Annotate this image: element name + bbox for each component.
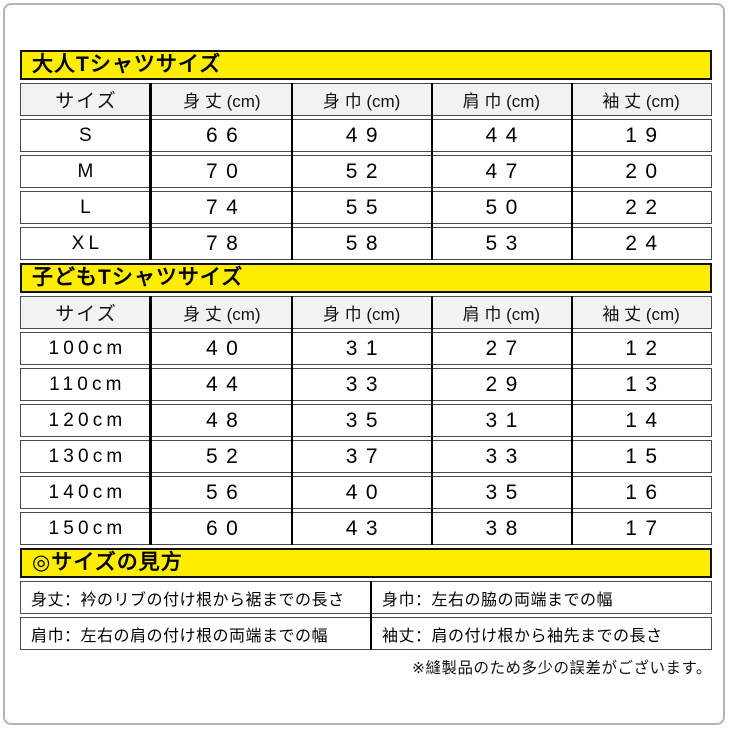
value-cell: 20: [625, 159, 666, 183]
value-cell: 66: [205, 123, 247, 147]
value-cell: 38: [485, 516, 526, 540]
column-header: サイズ: [55, 304, 118, 325]
adult-section-title: 大人Tシャツサイズ: [20, 50, 712, 80]
kids-section-title: 子どもTシャツサイズ: [20, 263, 712, 293]
table-row: L 74 55 50 22: [20, 191, 712, 224]
value-cell: 22: [625, 195, 666, 219]
value-cell: 52: [345, 159, 386, 183]
table-header-row: サイズ 身 丈 (cm) 身 巾 (cm) 肩 巾 (cm) 袖 丈 (cm): [20, 83, 712, 116]
column-header: 身 巾 (cm): [322, 92, 401, 111]
legend-separator-line: [370, 581, 372, 650]
size-cell: 110cm: [49, 373, 126, 395]
value-cell: 13: [625, 372, 666, 396]
value-cell: 19: [625, 123, 666, 147]
table-row: M 70 52 47 20: [20, 155, 712, 188]
table-row: 120cm 48 35 31 14: [20, 404, 712, 437]
column-separator-line: [149, 83, 152, 260]
value-cell: 33: [345, 372, 386, 396]
size-cell: S: [79, 124, 96, 146]
legend-section-title: ◎サイズの見方: [20, 548, 712, 578]
legend-row: 身丈：衿のリブの付け根から裾までの長さ 身巾：左右の脇の両端までの幅: [20, 581, 712, 614]
adult-size-table: サイズ 身 丈 (cm) 身 巾 (cm) 肩 巾 (cm) 袖 丈 (cm) S 66 49…: [20, 83, 712, 260]
legend-definition: 身巾：左右の脇の両端までの幅: [382, 591, 614, 609]
size-cell: 130cm: [48, 445, 127, 467]
value-cell: 47: [485, 159, 526, 183]
value-cell: 14: [625, 408, 666, 432]
size-cell: XL: [71, 232, 104, 254]
size-cell: 150cm: [48, 517, 127, 539]
value-cell: 37: [345, 444, 386, 468]
value-cell: 44: [205, 372, 247, 396]
column-header: 身 巾 (cm): [322, 305, 401, 324]
value-cell: 70: [205, 159, 247, 183]
column-header: 肩 巾 (cm): [462, 305, 541, 324]
value-cell: 43: [345, 516, 386, 540]
size-cell: L: [80, 196, 95, 218]
legend-row: 肩巾：左右の肩の付け根の両端までの幅 袖丈：肩の付け根から袖先までの長さ: [20, 617, 712, 650]
value-cell: 49: [345, 123, 386, 147]
value-cell: 35: [485, 480, 526, 504]
column-separator-line: [571, 296, 573, 545]
value-cell: 60: [205, 516, 247, 540]
value-cell: 31: [485, 408, 526, 432]
value-cell: 17: [625, 516, 666, 540]
table-row: S 66 49 44 19: [20, 119, 712, 152]
table-row: 100cm 40 31 27 12: [20, 332, 712, 365]
column-header: サイズ: [55, 91, 118, 112]
value-cell: 27: [485, 336, 526, 360]
value-cell: 33: [485, 444, 526, 468]
value-cell: 31: [345, 336, 386, 360]
value-cell: 52: [205, 444, 247, 468]
value-cell: 29: [485, 372, 526, 396]
column-header: 袖 丈 (cm): [602, 92, 680, 111]
value-cell: 56: [205, 480, 247, 504]
value-cell: 12: [625, 336, 666, 360]
column-separator-line: [431, 296, 433, 545]
legend-definition: 肩巾：左右の肩の付け根の両端までの幅: [31, 627, 329, 645]
disclaimer-note: ※縫製品のため多少の誤差がございます。: [412, 660, 712, 677]
table-row: 130cm 52 37 33 15: [20, 440, 712, 473]
value-cell: 35: [345, 408, 386, 432]
legend-table: 身丈：衿のリブの付け根から裾までの長さ 身巾：左右の脇の両端までの幅肩巾：左右の肩…: [20, 581, 712, 650]
column-separator-line: [431, 83, 433, 260]
value-cell: 40: [345, 480, 386, 504]
value-cell: 48: [205, 408, 247, 432]
value-cell: 78: [205, 231, 247, 255]
value-cell: 50: [485, 195, 526, 219]
legend-definition: 袖丈：肩の付け根から袖先までの長さ: [382, 627, 663, 645]
value-cell: 15: [625, 444, 666, 468]
value-cell: 40: [205, 336, 247, 360]
size-cell: 120cm: [48, 409, 127, 431]
table-row: 150cm 60 43 38 17: [20, 512, 712, 545]
column-separator-line: [571, 83, 573, 260]
table-header-row: サイズ 身 丈 (cm) 身 巾 (cm) 肩 巾 (cm) 袖 丈 (cm): [20, 296, 712, 329]
size-cell: 140cm: [48, 481, 127, 503]
column-header: 身 丈 (cm): [183, 305, 261, 324]
legend-definition: 身丈：衿のリブの付け根から裾までの長さ: [31, 591, 345, 609]
value-cell: 55: [345, 195, 386, 219]
value-cell: 16: [625, 480, 666, 504]
column-header: 身 丈 (cm): [183, 92, 261, 111]
column-header: 袖 丈 (cm): [602, 305, 680, 324]
column-separator-line: [149, 296, 152, 545]
size-cell: M: [77, 160, 98, 182]
size-chart: 大人Tシャツサイズ サイズ身 丈 (cm) 身 巾 (cm) 肩 巾 (cm) 袖 丈…: [20, 50, 712, 678]
column-header: 肩 巾 (cm): [462, 92, 541, 111]
value-cell: 58: [345, 231, 386, 255]
kids-size-table: サイズ 身 丈 (cm) 身 巾 (cm) 肩 巾 (cm) 袖 丈 (cm) 100cm…: [20, 296, 712, 545]
table-row: 110cm 44 33 29 13: [20, 368, 712, 401]
size-cell: 100cm: [48, 337, 127, 359]
value-cell: 44: [485, 123, 526, 147]
value-cell: 24: [625, 231, 666, 255]
table-row: XL 78 58 53 24: [20, 227, 712, 260]
value-cell: 74: [205, 195, 247, 219]
value-cell: 53: [485, 231, 526, 255]
table-row: 140cm 56 40 35 16: [20, 476, 712, 509]
column-separator-line: [291, 83, 293, 260]
column-separator-line: [291, 296, 293, 545]
